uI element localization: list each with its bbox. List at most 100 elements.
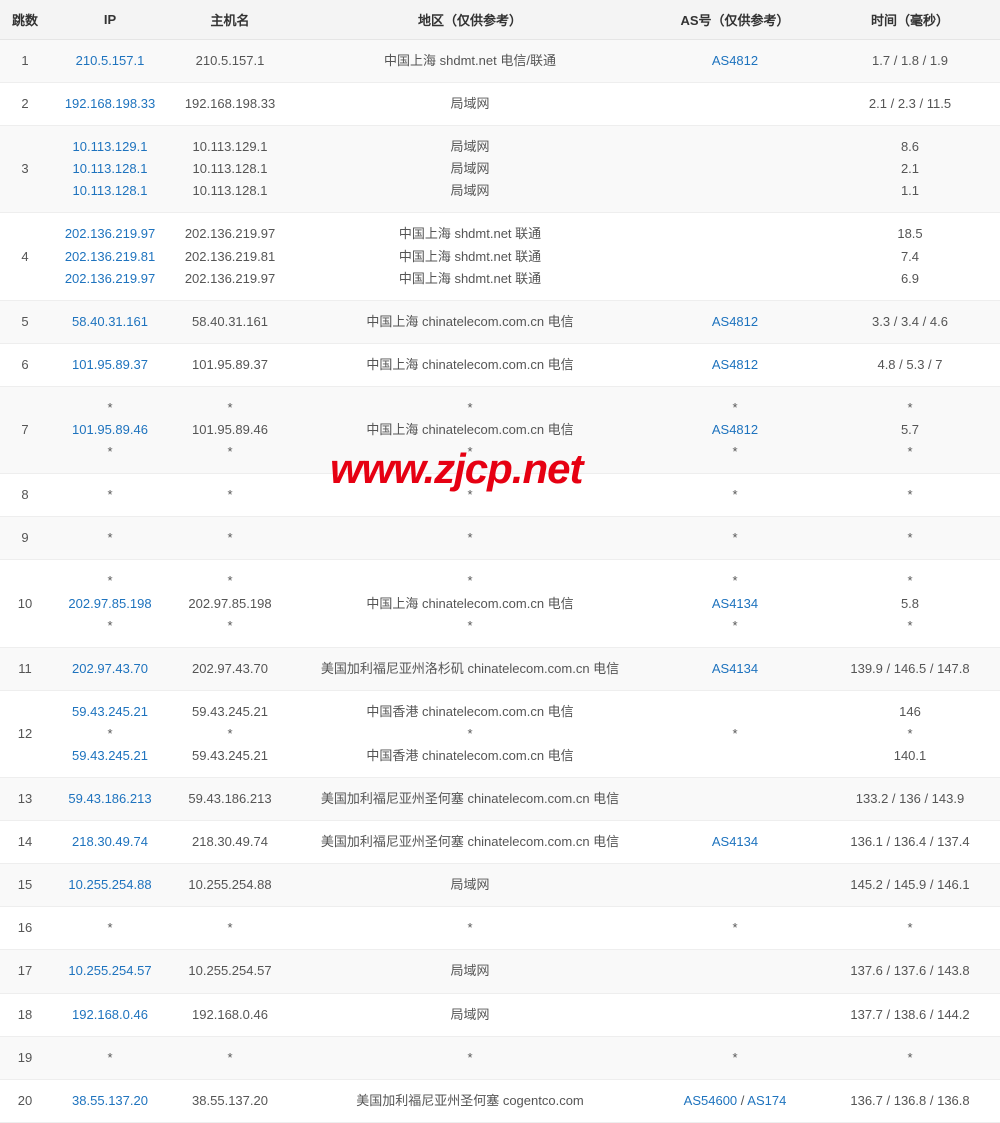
cell-time: 137.6 / 137.6 / 143.8 bbox=[820, 950, 1000, 993]
table-row: 9***** bbox=[0, 517, 1000, 560]
cell-time: * bbox=[820, 517, 1000, 560]
ip-link[interactable]: 101.95.89.37 bbox=[54, 354, 166, 376]
cell-ip: 10.255.254.88 bbox=[50, 864, 170, 907]
ip-link[interactable]: 38.55.137.20 bbox=[54, 1090, 166, 1112]
cell-ip: *202.97.85.198* bbox=[50, 560, 170, 647]
cell-host: 10.255.254.88 bbox=[170, 864, 290, 907]
cell-region: 局域网 bbox=[290, 993, 650, 1036]
cell-hop: 2 bbox=[0, 83, 50, 126]
ip-link[interactable]: 218.30.49.74 bbox=[54, 831, 166, 853]
table-row: 7*101.95.89.46**101.95.89.46**中国上海 china… bbox=[0, 386, 1000, 473]
col-ip: IP bbox=[50, 0, 170, 40]
cell-ip: 59.43.245.21*59.43.245.21 bbox=[50, 690, 170, 777]
ip-link[interactable]: 10.113.128.1 bbox=[54, 158, 166, 180]
cell-time: * bbox=[820, 474, 1000, 517]
col-time: 时间（毫秒） bbox=[820, 0, 1000, 40]
cell-region: * bbox=[290, 474, 650, 517]
cell-ip: 202.136.219.97202.136.219.81202.136.219.… bbox=[50, 213, 170, 300]
cell-ip: * bbox=[50, 907, 170, 950]
cell-host: 210.5.157.1 bbox=[170, 40, 290, 83]
cell-time: 4.8 / 5.3 / 7 bbox=[820, 343, 1000, 386]
ip-link[interactable]: 202.97.43.70 bbox=[54, 658, 166, 680]
cell-region: 局域网 bbox=[290, 83, 650, 126]
cell-host: 59.43.245.21*59.43.245.21 bbox=[170, 690, 290, 777]
cell-as: AS4812 bbox=[650, 40, 820, 83]
cell-as bbox=[650, 864, 820, 907]
cell-time: 137.7 / 138.6 / 144.2 bbox=[820, 993, 1000, 1036]
ip-link[interactable]: 10.113.128.1 bbox=[54, 180, 166, 202]
ip-link[interactable]: 202.136.219.97 bbox=[54, 223, 166, 245]
ip-link[interactable]: 202.136.219.81 bbox=[54, 246, 166, 268]
ip-link[interactable]: 202.136.219.97 bbox=[54, 268, 166, 290]
cell-hop: 5 bbox=[0, 300, 50, 343]
cell-host: * bbox=[170, 907, 290, 950]
ip-link[interactable]: 101.95.89.46 bbox=[54, 419, 166, 441]
cell-time: * bbox=[820, 907, 1000, 950]
cell-as: * bbox=[650, 907, 820, 950]
ip-link[interactable]: 59.43.186.213 bbox=[54, 788, 166, 810]
table-row: 10*202.97.85.198**202.97.85.198**中国上海 ch… bbox=[0, 560, 1000, 647]
cell-as bbox=[650, 778, 820, 821]
cell-hop: 20 bbox=[0, 1079, 50, 1122]
cell-as: *AS4134* bbox=[650, 560, 820, 647]
cell-as bbox=[650, 213, 820, 300]
table-row: 4202.136.219.97202.136.219.81202.136.219… bbox=[0, 213, 1000, 300]
table-row: 1259.43.245.21*59.43.245.2159.43.245.21*… bbox=[0, 690, 1000, 777]
cell-as: AS54600 / AS174 bbox=[650, 1079, 820, 1122]
ip-link[interactable]: 202.97.85.198 bbox=[54, 593, 166, 615]
cell-ip: 192.168.0.46 bbox=[50, 993, 170, 1036]
cell-time: 2.1 / 2.3 / 11.5 bbox=[820, 83, 1000, 126]
cell-as bbox=[650, 126, 820, 213]
as-link[interactable]: AS54600 bbox=[684, 1093, 738, 1108]
table-row: 8***** bbox=[0, 474, 1000, 517]
ip-link[interactable]: 10.113.129.1 bbox=[54, 136, 166, 158]
cell-as bbox=[650, 993, 820, 1036]
cell-time: 3.3 / 3.4 / 4.6 bbox=[820, 300, 1000, 343]
ip-link[interactable]: 58.40.31.161 bbox=[54, 311, 166, 333]
cell-as: AS4134 bbox=[650, 821, 820, 864]
cell-ip: 10.255.254.57 bbox=[50, 950, 170, 993]
ip-link[interactable]: 59.43.245.21 bbox=[54, 745, 166, 767]
cell-hop: 4 bbox=[0, 213, 50, 300]
table-row: 11202.97.43.70202.97.43.70美国加利福尼亚州洛杉矶 ch… bbox=[0, 647, 1000, 690]
cell-as: * bbox=[650, 517, 820, 560]
as-link[interactable]: AS4134 bbox=[654, 658, 816, 680]
cell-time: *5.8* bbox=[820, 560, 1000, 647]
as-link[interactable]: AS4134 bbox=[654, 831, 816, 853]
ip-link[interactable]: 59.43.245.21 bbox=[54, 701, 166, 723]
cell-time: 145.2 / 145.9 / 146.1 bbox=[820, 864, 1000, 907]
as-link[interactable]: AS4812 bbox=[654, 354, 816, 376]
as-link[interactable]: AS4812 bbox=[654, 311, 816, 333]
cell-as: AS4812 bbox=[650, 300, 820, 343]
ip-link[interactable]: 10.255.254.57 bbox=[54, 960, 166, 982]
cell-ip: 202.97.43.70 bbox=[50, 647, 170, 690]
traceroute-table: 跳数 IP 主机名 地区（仅供参考） AS号（仅供参考） 时间（毫秒） 1210… bbox=[0, 0, 1000, 1123]
cell-as: * bbox=[650, 690, 820, 777]
cell-time: 139.9 / 146.5 / 147.8 bbox=[820, 647, 1000, 690]
cell-host: 202.136.219.97202.136.219.81202.136.219.… bbox=[170, 213, 290, 300]
table-row: 558.40.31.16158.40.31.161中国上海 chinatelec… bbox=[0, 300, 1000, 343]
as-link[interactable]: AS4134 bbox=[654, 593, 816, 615]
cell-region: 中国上海 shdmt.net 联通中国上海 shdmt.net 联通中国上海 s… bbox=[290, 213, 650, 300]
cell-ip: 192.168.198.33 bbox=[50, 83, 170, 126]
cell-as: * bbox=[650, 474, 820, 517]
table-row: 1210.5.157.1210.5.157.1中国上海 shdmt.net 电信… bbox=[0, 40, 1000, 83]
ip-link[interactable]: 10.255.254.88 bbox=[54, 874, 166, 896]
cell-time: 8.62.11.1 bbox=[820, 126, 1000, 213]
cell-region: *中国上海 chinatelecom.com.cn 电信* bbox=[290, 386, 650, 473]
as-link[interactable]: AS174 bbox=[747, 1093, 786, 1108]
cell-region: * bbox=[290, 517, 650, 560]
ip-link[interactable]: 210.5.157.1 bbox=[54, 50, 166, 72]
table-row: 1510.255.254.8810.255.254.88局域网145.2 / 1… bbox=[0, 864, 1000, 907]
table-row: 2192.168.198.33192.168.198.33局域网2.1 / 2.… bbox=[0, 83, 1000, 126]
cell-hop: 6 bbox=[0, 343, 50, 386]
as-link[interactable]: AS4812 bbox=[654, 419, 816, 441]
as-link[interactable]: AS4812 bbox=[654, 50, 816, 72]
ip-link[interactable]: 192.168.198.33 bbox=[54, 93, 166, 115]
cell-host: 58.40.31.161 bbox=[170, 300, 290, 343]
cell-ip: 59.43.186.213 bbox=[50, 778, 170, 821]
cell-hop: 9 bbox=[0, 517, 50, 560]
ip-link[interactable]: 192.168.0.46 bbox=[54, 1004, 166, 1026]
cell-hop: 17 bbox=[0, 950, 50, 993]
table-row: 2038.55.137.2038.55.137.20美国加利福尼亚州圣何塞 co… bbox=[0, 1079, 1000, 1122]
